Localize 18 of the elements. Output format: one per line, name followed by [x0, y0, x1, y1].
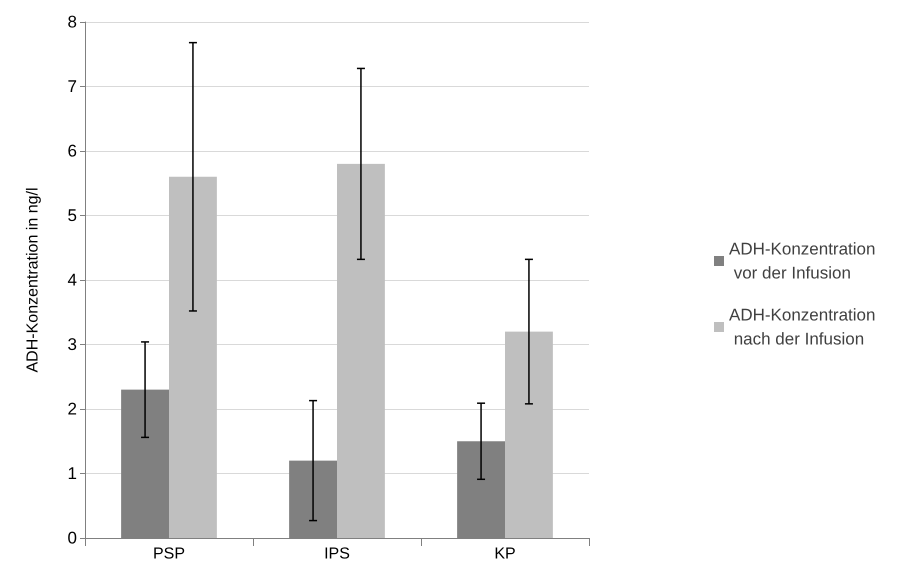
legend-label: ADH-Konzentration vor der Infusion	[729, 240, 876, 282]
y-tick-label: 1	[68, 464, 77, 483]
legend-label: ADH-Konzentration nach der Infusion	[729, 306, 876, 348]
x-tick-label: PSP	[152, 546, 186, 562]
y-tick-label: 3	[68, 335, 77, 354]
y-tick-label: 4	[68, 270, 77, 290]
y-tick-label: 7	[68, 77, 77, 96]
x-tick-label: KP	[494, 546, 516, 562]
y-tick-label: 6	[68, 142, 77, 160]
y-tick-label: 0	[68, 528, 77, 548]
y-tick-label: 5	[68, 206, 77, 225]
x-tick-label: IPS	[324, 546, 350, 562]
y-tick-label: 2	[68, 400, 77, 418]
bar	[505, 332, 553, 538]
y-axis-title: ADH-Konzentration in ng/l	[24, 188, 42, 372]
y-tick-label: 8	[68, 12, 77, 32]
bar	[337, 164, 385, 538]
bar	[169, 176, 217, 538]
